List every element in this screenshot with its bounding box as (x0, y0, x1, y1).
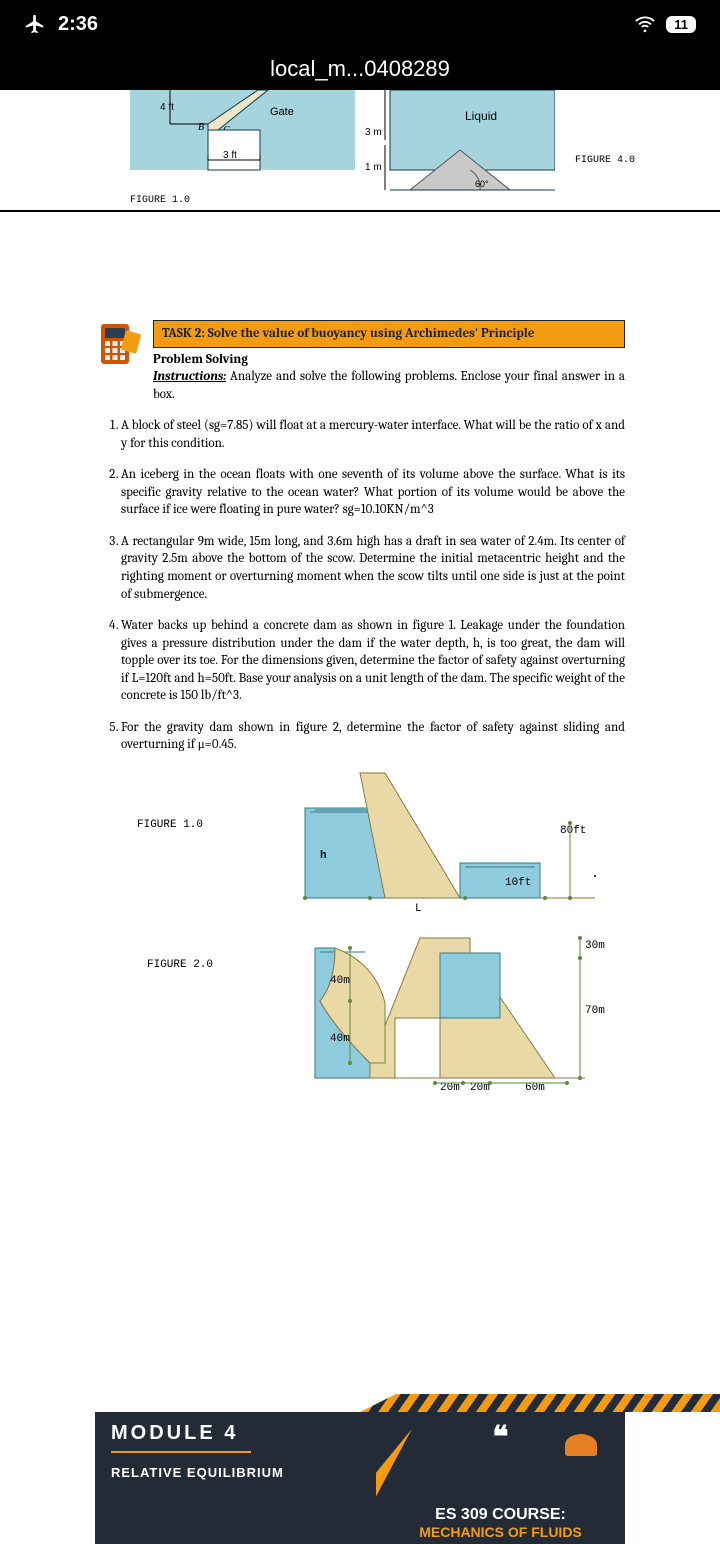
svg-text:Gate: Gate (270, 106, 294, 118)
problem-item: For the gravity dam shown in figure 2, d… (121, 719, 625, 754)
problem-item: Water backs up behind a concrete dam as … (121, 617, 625, 705)
figure-4-liquid: Liquid 3 m 1 m 60° (365, 90, 555, 210)
problem-item: An iceberg in the ocean floats with one … (121, 466, 625, 519)
svg-text:10ft: 10ft (505, 877, 531, 889)
course-name: MECHANICS OF FLUIDS (376, 1524, 625, 1540)
svg-text:70m: 70m (585, 1005, 605, 1017)
svg-text:L: L (415, 903, 422, 915)
footer-left: MODULE 4 RELATIVE EQUILIBRIUM (95, 1412, 376, 1544)
svg-text:1 m: 1 m (365, 162, 382, 173)
course-code: ES 309 COURSE: (376, 1506, 625, 1524)
module-rule (111, 1451, 251, 1453)
instructions: Instructions: Analyze and solve the foll… (153, 368, 625, 403)
svg-text:20m: 20m (440, 1082, 460, 1094)
hardhat-icon (565, 1434, 597, 1456)
svg-text:4 ft: 4 ft (160, 102, 174, 113)
problem-solving-title: Problem Solving (153, 351, 625, 369)
problem-list: A block of steel (sg=7.85) will float at… (95, 417, 625, 754)
problem-item: A rectangular 9m wide, 15m long, and 3.6… (121, 533, 625, 603)
figure-1-gate: 4 ft B Gate C 3 ft (130, 90, 355, 195)
svg-text:40m: 40m (330, 975, 350, 987)
figure-4-label: FIGURE 4.0 (575, 155, 635, 166)
task-banner: TASK 2: Solve the value of buoyancy usin… (153, 320, 625, 348)
footer-right: ❝ GET IT DONE! TO ES 309 COURSE: MECHANI… (376, 1412, 625, 1544)
problem-item: A block of steel (sg=7.85) will float at… (121, 417, 625, 452)
svg-text:40m: 40m (330, 1033, 350, 1045)
svg-text:3 m: 3 m (365, 127, 382, 138)
svg-text:30m: 30m (585, 940, 605, 952)
instructions-label: Instructions: (153, 369, 226, 384)
clock-text: 2:36 (58, 13, 98, 36)
page-gap (0, 210, 720, 320)
to-text: TO (376, 1484, 625, 1493)
svg-text:h: h (320, 850, 327, 862)
hazard-stripe (360, 1394, 720, 1412)
airplane-mode-icon (24, 13, 46, 35)
module-footer: MODULE 4 RELATIVE EQUILIBRIUM ❝ GET IT D… (0, 1394, 720, 1544)
dam-figure-1-label: FIGURE 1.0 (137, 818, 203, 833)
figure-1-label: FIGURE 1.0 (130, 195, 190, 206)
app-title-bar: local_m...0408289 (0, 48, 720, 90)
svg-text:60m: 60m (525, 1082, 545, 1094)
notification-badge: 11 (666, 16, 696, 33)
svg-text:Liquid: Liquid (465, 109, 497, 123)
wifi-icon (634, 13, 656, 35)
status-bar: 2:36 11 (0, 0, 720, 48)
svg-text:80ft: 80ft (560, 825, 586, 837)
module-title: MODULE 4 (111, 1422, 360, 1445)
dam-figure-2-label: FIGURE 2.0 (147, 958, 213, 973)
document-body: TASK 2: Solve the value of buoyancy usin… (0, 320, 720, 1108)
dam-figures: FIGURE 1.0 FIGURE 2.0 h L 80ft 10ft (95, 768, 625, 1108)
svg-text:3 ft: 3 ft (223, 150, 237, 161)
svg-text:20m: 20m (470, 1082, 490, 1094)
module-subtitle: RELATIVE EQUILIBRIUM (111, 1465, 360, 1480)
calculator-icon (95, 320, 143, 368)
document-title: local_m...0408289 (270, 56, 450, 82)
svg-text:60°: 60° (475, 179, 489, 189)
top-figures: 4 ft B Gate C 3 ft FIGURE 1.0 Liquid 3 m… (0, 90, 720, 210)
